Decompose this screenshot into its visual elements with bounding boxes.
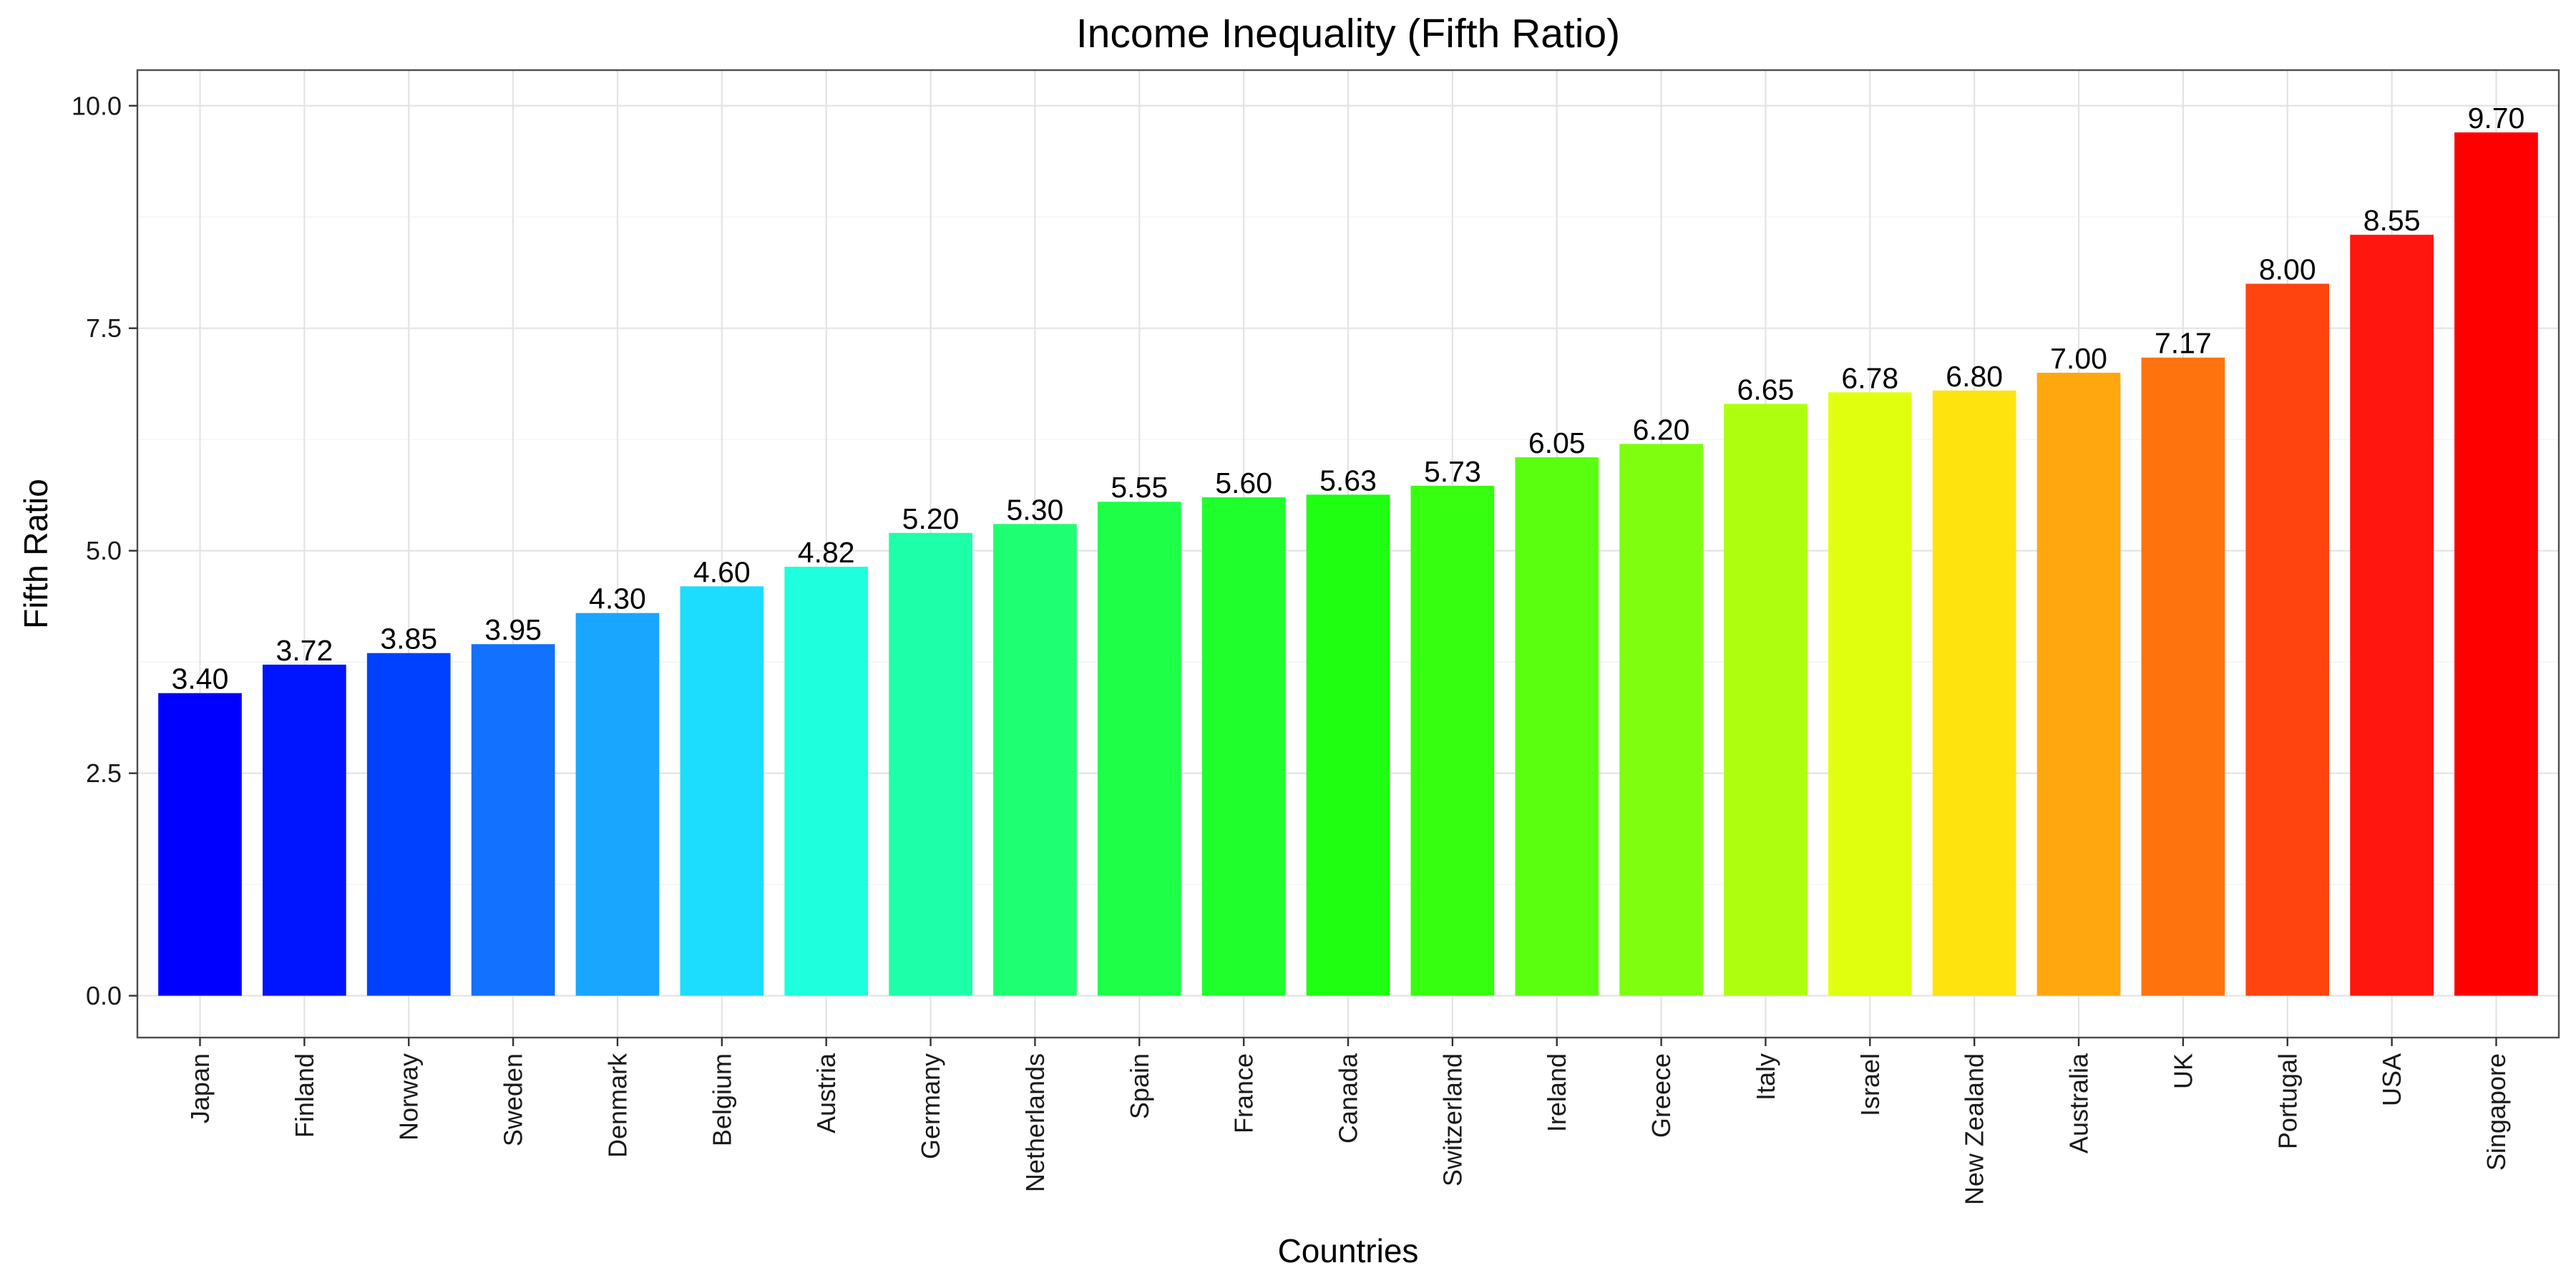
x-tick-label: France <box>1229 1053 1259 1133</box>
bar-value-label: 3.72 <box>275 634 333 667</box>
bar <box>1097 502 1181 996</box>
x-tick-label: Austria <box>811 1053 841 1133</box>
bar-value-label: 6.65 <box>1737 373 1795 406</box>
bar-value-label: 9.70 <box>2468 102 2525 135</box>
bar-value-label: 8.55 <box>2363 204 2421 237</box>
bar <box>1828 392 1912 996</box>
x-tick-label: Finland <box>290 1053 319 1138</box>
y-tick-label: 5.0 <box>86 536 122 565</box>
bar <box>1932 390 2016 996</box>
bar <box>889 532 972 996</box>
bar <box>1306 494 1390 996</box>
x-tick-label: Canada <box>1334 1053 1363 1143</box>
chart-title: Income Inequality (Fifth Ratio) <box>1076 11 1620 57</box>
x-tick-label: Ireland <box>1542 1053 1571 1132</box>
bar-value-label: 5.73 <box>1424 455 1481 488</box>
bar <box>2245 283 2330 996</box>
bar-value-label: 5.60 <box>1215 467 1272 499</box>
bar <box>2350 235 2434 996</box>
x-tick-label: Israel <box>1855 1053 1885 1116</box>
bar-value-label: 3.95 <box>484 613 542 646</box>
x-tick-label: Greece <box>1646 1053 1676 1138</box>
y-axis-title: Fifth Ratio <box>17 479 54 629</box>
bars <box>158 132 2538 996</box>
y-tick-label: 2.5 <box>86 758 122 788</box>
bar <box>993 524 1077 996</box>
x-tick-label: Norway <box>394 1053 424 1141</box>
y-tick-label: 10.0 <box>72 91 122 120</box>
x-tick-label: Japan <box>185 1053 215 1123</box>
bar <box>784 567 869 996</box>
x-tick-label: Belgium <box>707 1053 736 1146</box>
bar-value-label: 6.05 <box>1528 426 1586 459</box>
x-tick-label: UK <box>2168 1053 2197 1089</box>
bar-value-labels: 3.40 3.72 3.85 3.95 4.30 4.60 4.82 5.20 5.30 5.55… <box>172 102 2525 696</box>
x-axis-title: Countries <box>1278 1232 1419 1269</box>
bar <box>366 653 451 996</box>
x-tick-label: Singapore <box>2482 1053 2511 1171</box>
bar-value-label: 6.78 <box>1841 361 1898 394</box>
x-tick-label: Denmark <box>602 1053 632 1158</box>
bar <box>471 644 555 996</box>
bar-value-label: 5.20 <box>902 502 960 535</box>
bar-value-label: 6.20 <box>1633 413 1690 446</box>
y-tick-label: 0.0 <box>86 981 122 1010</box>
bar-value-label: 5.63 <box>1319 464 1377 497</box>
bar-value-label: 7.17 <box>2155 327 2212 360</box>
bar <box>1724 404 1807 996</box>
bar-value-label: 3.85 <box>380 623 437 655</box>
bar-value-label: 5.30 <box>1007 493 1064 526</box>
bar <box>1619 444 1703 996</box>
x-tick-label: Netherlands <box>1020 1053 1050 1192</box>
bar <box>158 693 242 996</box>
bar <box>263 664 346 996</box>
bar <box>1515 457 1599 996</box>
bar-value-label: 7.00 <box>2050 342 2107 375</box>
y-axis: 0.0 2.5 5.0 7.5 10.0 <box>72 91 137 1010</box>
x-tick-label: Germany <box>916 1053 945 1159</box>
bar <box>1410 485 1495 996</box>
bar <box>680 586 764 996</box>
x-tick-label: USA <box>2377 1053 2406 1106</box>
x-tick-label: Australia <box>2064 1053 2094 1153</box>
bar-value-label: 4.82 <box>798 536 855 569</box>
bar-value-label: 6.80 <box>1946 360 2003 393</box>
y-tick-label: 7.5 <box>86 313 122 343</box>
bar <box>1201 497 1286 996</box>
bar <box>575 613 660 996</box>
bar <box>2141 357 2225 996</box>
x-tick-label: Italy <box>1751 1053 1780 1101</box>
x-tick-label: New Zealand <box>1960 1053 1989 1205</box>
bar <box>2036 372 2121 996</box>
x-axis: Japan Finland Norway Sweden Denmark Belgium Au… <box>185 1038 2511 1205</box>
x-tick-label: Sweden <box>499 1053 528 1146</box>
bar-value-label: 3.40 <box>172 663 229 696</box>
bar-value-label: 5.55 <box>1111 471 1168 504</box>
x-tick-label: Portugal <box>2273 1053 2302 1149</box>
bar-value-label: 4.30 <box>589 582 646 615</box>
bar-value-label: 8.00 <box>2259 253 2316 286</box>
bar <box>2454 132 2538 996</box>
bar-value-label: 4.60 <box>693 555 751 588</box>
x-tick-label: Spain <box>1125 1053 1154 1119</box>
x-tick-label: Switzerland <box>1438 1053 1467 1186</box>
